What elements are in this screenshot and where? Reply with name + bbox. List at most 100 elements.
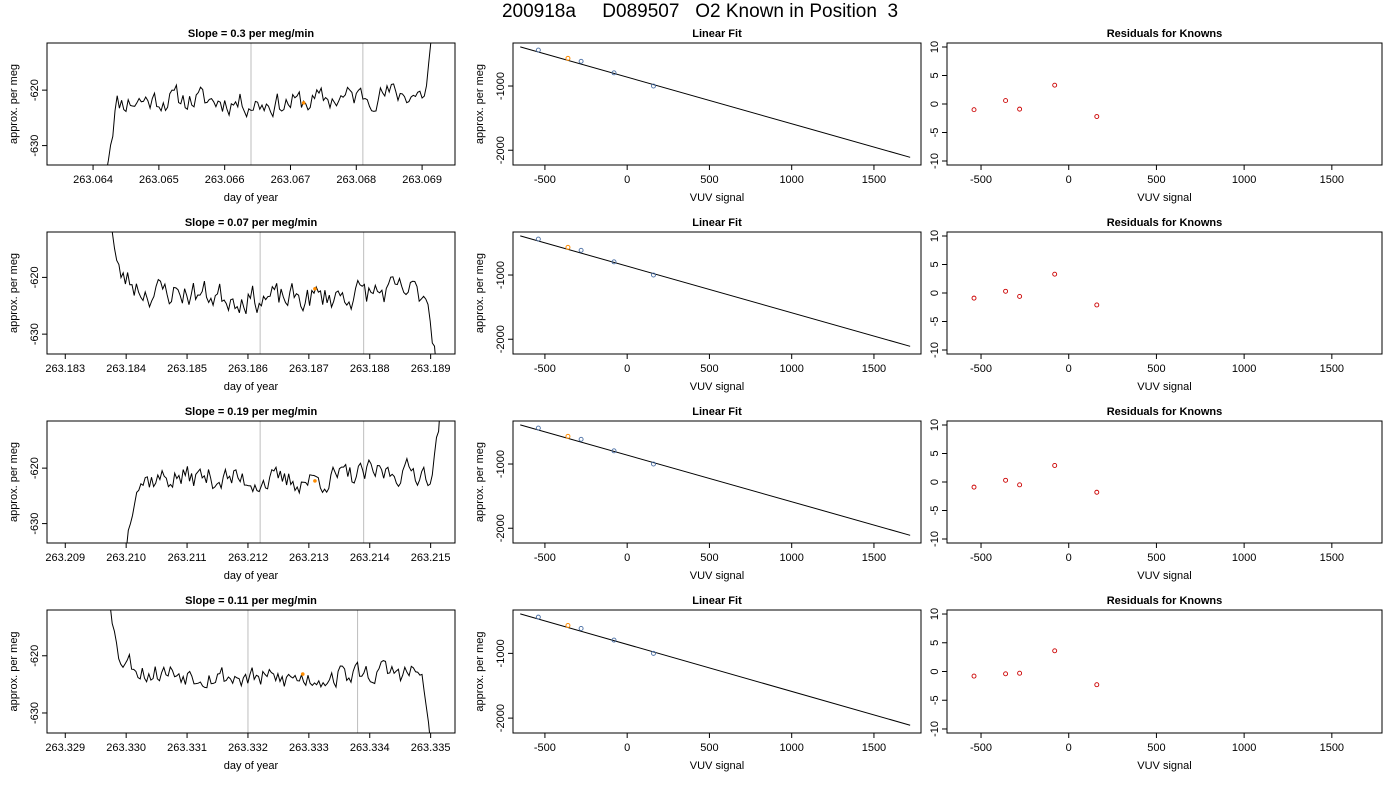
chart-title: Residuals for Knowns [1107, 28, 1223, 40]
y-axis-label: approx. per meg [8, 442, 20, 522]
x-tick-label: 1000 [779, 174, 803, 186]
y-tick-label: 10 [929, 230, 941, 242]
plot-frame [946, 231, 1383, 355]
data-point [651, 272, 656, 278]
x-axis-label: VUV signal [690, 192, 744, 204]
x-tick-label: 1000 [1232, 363, 1256, 375]
x-tick-label: 263.215 [411, 552, 451, 564]
x-axis-label: VUV signal [690, 381, 744, 393]
x-tick-label: 263.183 [45, 363, 85, 375]
x-axis-label: VUV signal [1137, 381, 1191, 393]
fit-line [520, 46, 911, 158]
data-point [1094, 682, 1100, 688]
y-tick-label: -620 [29, 645, 41, 667]
chart-title: Slope = 0.3 per meg/min [188, 28, 315, 40]
x-axis-label: VUV signal [1137, 760, 1191, 772]
data-point [611, 259, 617, 265]
plot-area [520, 613, 911, 726]
current-sample-point [565, 244, 571, 250]
x-tick-label: 1500 [862, 363, 886, 375]
x-tick-label: 1500 [1320, 363, 1344, 375]
x-tick-label: 0 [624, 363, 630, 375]
data-point [1094, 489, 1100, 495]
fit-line [520, 235, 911, 347]
y-tick-label: -1000 [495, 450, 507, 478]
chart-title: Slope = 0.19 per meg/min [185, 406, 318, 418]
chart-panel-linear-fit-4: Linear Fit -500 0 500 1000 1500 -1000 -2000 VUV … [474, 595, 922, 772]
x-tick-label: 1500 [1320, 742, 1344, 754]
x-tick-label: 500 [1147, 363, 1165, 375]
x-tick-label: -500 [534, 742, 556, 754]
x-tick-label: 263.189 [411, 363, 451, 375]
x-tick-label: 263.331 [167, 742, 207, 754]
y-tick-label: 5 [929, 261, 941, 267]
x-tick-label: 263.334 [350, 742, 390, 754]
y-tick-label: 0 [929, 101, 941, 107]
chart-panel-residuals-2: Residuals for Knowns -500 0 500 1000 1500 10 5 0… [929, 217, 1383, 393]
plot-area [520, 235, 911, 347]
x-tick-label: 0 [1066, 742, 1072, 754]
chart-panel-time-series-1: Slope = 0.3 per meg/min 263.064 263.065 263… [8, 28, 456, 204]
data-point [1017, 670, 1023, 676]
plot-area [110, 610, 431, 733]
x-tick-label: 263.185 [167, 363, 207, 375]
y-tick-label: -630 [29, 513, 41, 535]
plot-frame [946, 420, 1383, 544]
plot-area [126, 421, 440, 543]
y-tick-label: 5 [929, 72, 941, 78]
x-tick-label: 263.211 [168, 552, 207, 564]
y-axis-label: approx. per meg [474, 631, 486, 711]
data-point [1017, 482, 1023, 488]
x-tick-label: 500 [700, 174, 718, 186]
data-point [651, 83, 656, 89]
data-point [535, 47, 541, 53]
data-point [578, 436, 584, 442]
data-point [651, 461, 656, 467]
chart-panel-time-series-2: Slope = 0.07 per meg/min 263.183 263.184 26… [8, 217, 456, 393]
page-title: 200918a D089507 O2 Known in Position 3 [501, 1, 899, 22]
data-point [971, 673, 977, 679]
x-tick-label: 263.184 [106, 363, 146, 375]
plot-frame [46, 609, 456, 734]
y-tick-label: -630 [29, 135, 41, 157]
data-point [1003, 288, 1009, 294]
plot-frame [512, 231, 922, 355]
y-tick-label: -1000 [495, 72, 507, 100]
chart-panel-linear-fit-2: Linear Fit -500 0 500 1000 1500 -1000 -2000 VUV … [474, 217, 922, 393]
data-point [651, 650, 656, 656]
y-axis-label: approx. per meg [8, 631, 20, 711]
plot-frame [46, 231, 456, 355]
y-tick-label: 0 [929, 290, 941, 296]
chart-panel-time-series-3: Slope = 0.19 per meg/min 263.209 263.210 26… [8, 406, 456, 582]
data-point [971, 107, 977, 113]
data-point [971, 484, 977, 490]
plot-frame [512, 609, 922, 734]
y-tick-label: -2000 [495, 136, 507, 164]
x-tick-label: 500 [1147, 174, 1165, 186]
chart-title: Linear Fit [692, 28, 742, 40]
x-axis-label: day of year [224, 570, 279, 582]
x-tick-label: -500 [970, 552, 992, 564]
x-tick-label: 1000 [779, 552, 803, 564]
x-tick-label: 1000 [779, 742, 803, 754]
current-sample-marker [300, 672, 305, 676]
data-point [611, 70, 617, 76]
x-tick-label: 263.066 [205, 174, 245, 186]
x-axis-label: day of year [224, 760, 279, 772]
x-tick-label: 1000 [779, 363, 803, 375]
chart-title: Linear Fit [692, 595, 742, 607]
x-tick-label: 1500 [1320, 174, 1344, 186]
x-tick-label: 1500 [1320, 552, 1344, 564]
x-tick-label: 263.188 [350, 363, 390, 375]
x-tick-label: 263.064 [73, 174, 113, 186]
x-tick-label: 263.332 [228, 742, 268, 754]
current-sample-marker [313, 479, 317, 483]
y-axis-label: approx. per meg [474, 442, 486, 522]
x-tick-label: 0 [1066, 174, 1072, 186]
x-tick-label: 1000 [1232, 552, 1256, 564]
x-tick-label: 0 [624, 552, 630, 564]
current-sample-point [565, 623, 571, 629]
plot-frame [512, 420, 922, 544]
fit-line [520, 424, 911, 536]
